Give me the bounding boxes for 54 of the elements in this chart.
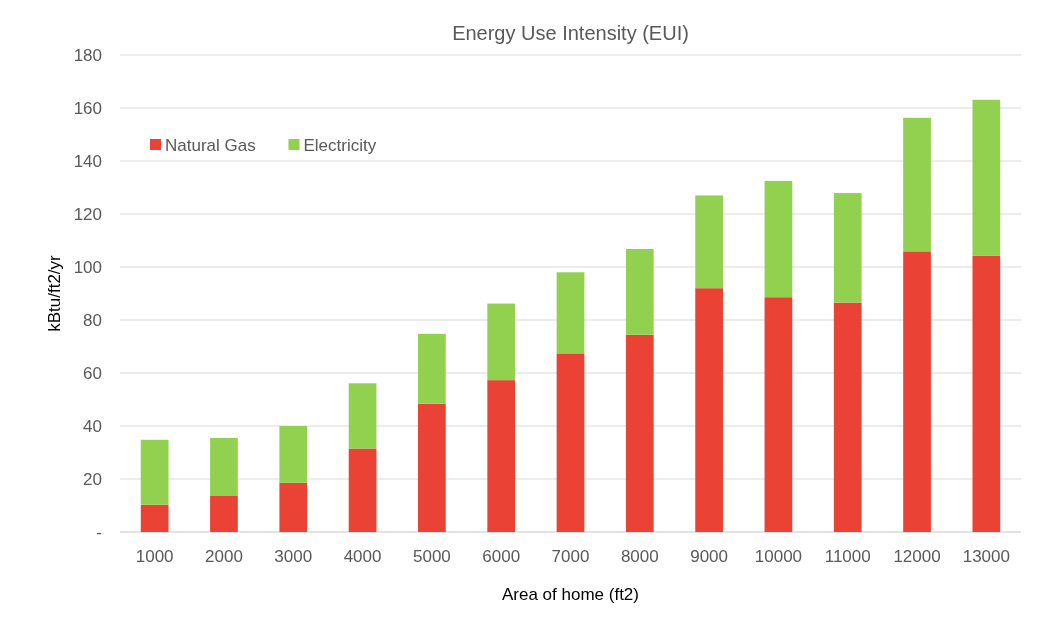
legend-label: Electricity (303, 135, 377, 155)
bar (210, 495, 238, 532)
bar (972, 255, 1001, 532)
bar (556, 272, 585, 354)
y-tick-label: 120 (73, 204, 102, 224)
x-tick-label: 11000 (824, 547, 871, 566)
bar (833, 193, 862, 303)
bar (279, 482, 308, 532)
x-tick-label: 1000 (135, 547, 174, 566)
y-axis-title: kBtu/ft2/yr (45, 254, 64, 332)
bar (833, 302, 862, 532)
bar (140, 439, 169, 505)
bar (487, 303, 516, 381)
chart-title: Energy Use Intensity (EUI) (452, 22, 689, 44)
x-tick-label: 5000 (412, 547, 451, 566)
bar (903, 117, 931, 252)
x-tick-label: 6000 (482, 547, 521, 566)
bar (140, 504, 169, 532)
bar (972, 99, 1001, 256)
x-tick-label: 10000 (754, 547, 803, 566)
x-tick-label: 4000 (343, 547, 382, 566)
y-tick-label: 60 (83, 363, 102, 383)
y-tick-label: 80 (83, 310, 102, 330)
x-tick-label: 13000 (962, 547, 1010, 566)
y-tick-label: 100 (73, 257, 102, 277)
bar (625, 334, 654, 532)
bar (695, 288, 723, 532)
bar (418, 333, 446, 404)
bar (487, 380, 516, 532)
x-tick-label: 3000 (274, 547, 313, 566)
x-tick-label: 2000 (205, 547, 243, 566)
y-tick-label: 40 (83, 416, 102, 436)
bar (418, 403, 446, 532)
y-tick-label: - (96, 522, 102, 542)
bar (764, 180, 793, 298)
x-tick-label: 9000 (690, 547, 729, 566)
x-tick-label: 7000 (551, 547, 590, 566)
bar (348, 383, 377, 449)
y-tick-label: 160 (73, 98, 102, 118)
bar (625, 248, 654, 335)
x-axis-title: Area of home (ft2) (501, 585, 640, 604)
bar (903, 251, 931, 532)
x-tick-label: 8000 (620, 547, 659, 566)
bar (348, 448, 377, 532)
bar (556, 353, 585, 532)
bar (764, 297, 793, 532)
bar (695, 195, 723, 289)
legend-label: Natural Gas (165, 135, 256, 155)
y-tick-label: 20 (83, 469, 102, 489)
bar (279, 426, 308, 483)
bar (210, 437, 238, 496)
y-tick-label: 140 (73, 151, 102, 171)
x-tick-label: 12000 (893, 547, 941, 566)
y-tick-label: 180 (73, 45, 102, 65)
